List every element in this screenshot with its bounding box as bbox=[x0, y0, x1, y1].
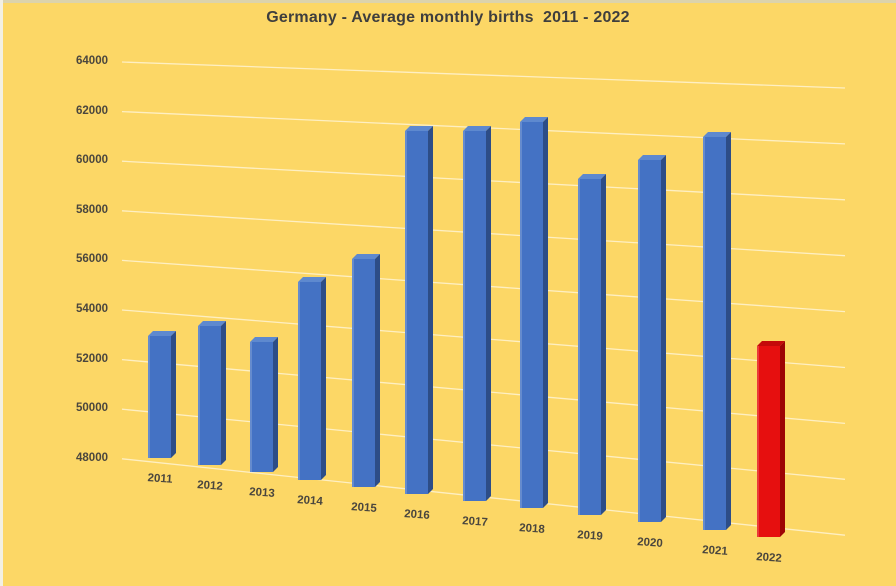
bar-side-face bbox=[221, 321, 226, 465]
bar-front-face bbox=[703, 136, 726, 530]
y-axis-tick-label: 50000 bbox=[76, 402, 108, 415]
y-axis-tick-label: 58000 bbox=[76, 203, 108, 216]
bar-side-face bbox=[321, 277, 326, 480]
y-axis-tick-label: 64000 bbox=[76, 55, 108, 67]
bar-side-face bbox=[428, 126, 433, 494]
bar-front-face bbox=[463, 131, 486, 501]
chart-title: Germany - Average monthly births 2011 - … bbox=[266, 9, 630, 26]
bar-front-face bbox=[298, 282, 321, 480]
bar-side-face bbox=[780, 340, 785, 537]
bar-side-face bbox=[375, 254, 380, 487]
bar-side-face bbox=[601, 173, 606, 515]
bar-front-face bbox=[250, 342, 273, 472]
y-axis-tick-label: 52000 bbox=[76, 352, 108, 365]
y-axis-tick-label: 48000 bbox=[76, 451, 108, 464]
bar-side-face bbox=[543, 116, 548, 508]
bar-side-face bbox=[486, 126, 491, 501]
y-axis-tick-label: 60000 bbox=[76, 154, 108, 167]
bar-front-face bbox=[405, 131, 428, 494]
left-edge-border bbox=[0, 0, 3, 586]
bar-side-face bbox=[171, 330, 176, 458]
bar-side-face bbox=[726, 131, 731, 530]
bar-side-face bbox=[273, 337, 278, 472]
bar-front-face bbox=[757, 345, 780, 537]
gridline bbox=[121, 61, 846, 89]
bar-front-face bbox=[520, 121, 543, 508]
bar-side-face bbox=[661, 155, 666, 522]
bar-front-face bbox=[148, 335, 171, 458]
bar-front-face bbox=[638, 160, 661, 522]
y-axis-tick-label: 56000 bbox=[76, 253, 108, 266]
bar-front-face bbox=[198, 326, 221, 465]
y-axis-tick-label: 62000 bbox=[76, 104, 108, 117]
y-axis-tick-label: 54000 bbox=[76, 303, 108, 315]
bar-front-face bbox=[578, 178, 601, 515]
bar-front-face bbox=[352, 259, 375, 487]
top-edge-border bbox=[0, 0, 896, 3]
